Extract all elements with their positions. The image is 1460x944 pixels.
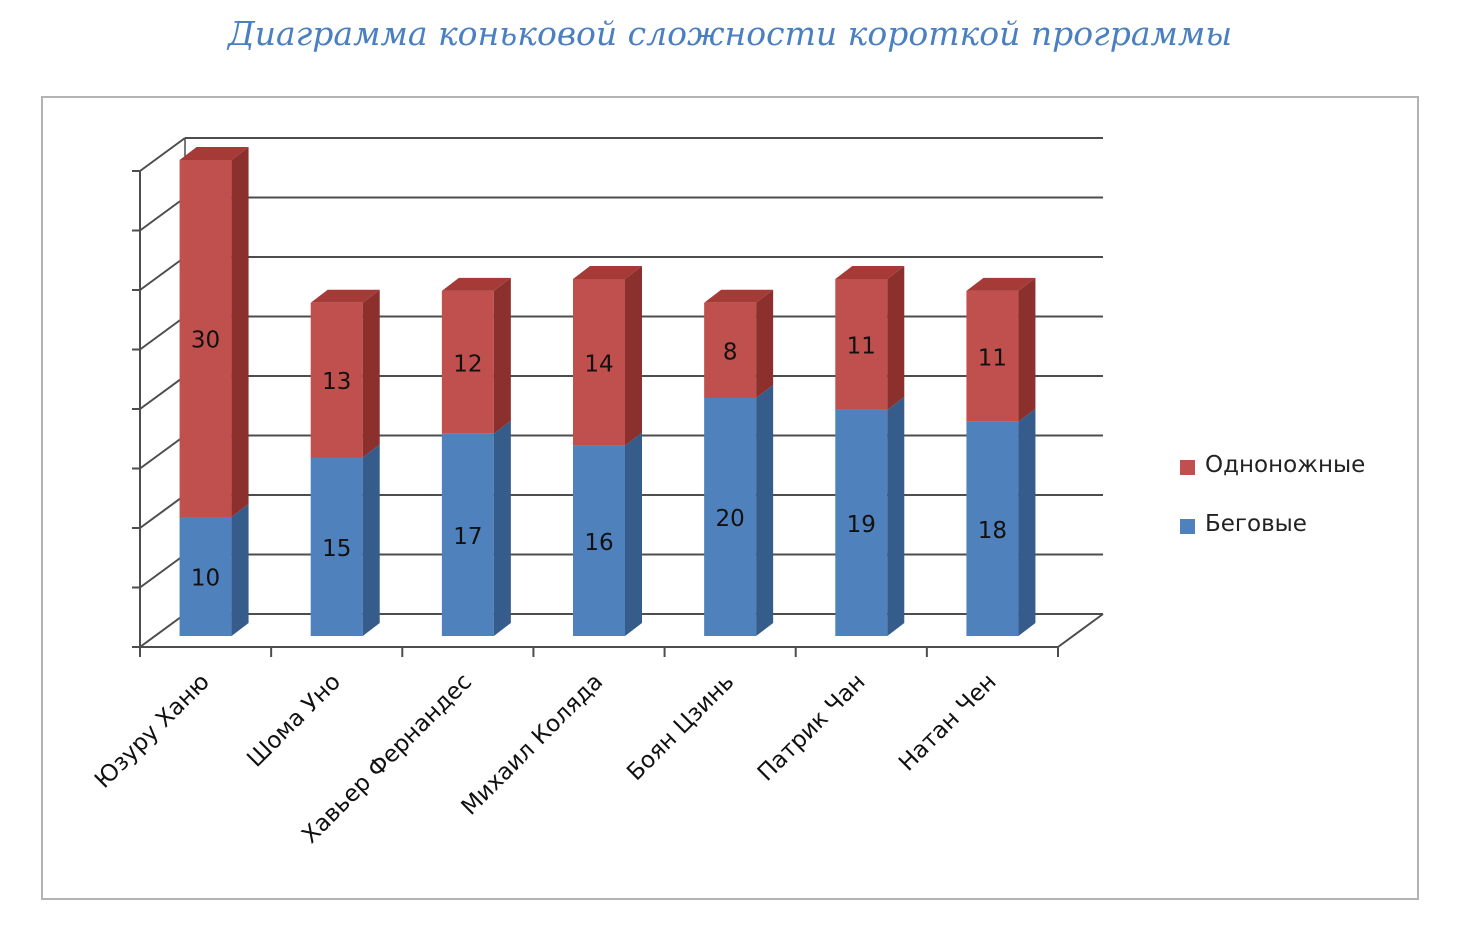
- category-label: Шома Уно: [242, 669, 346, 773]
- data-label: 12: [453, 351, 482, 377]
- data-label: 14: [584, 351, 613, 377]
- bar-side: [625, 266, 642, 446]
- data-label: 15: [322, 536, 351, 562]
- bar-segment: [441, 433, 494, 636]
- bars: 10 30 15 13 17 12 16 14 20 8 19 11 18 11: [179, 147, 1036, 636]
- data-label: 10: [191, 566, 220, 592]
- legend-item-odnonozhnye: Одноножные: [1180, 452, 1430, 484]
- bar-side: [362, 289, 380, 458]
- gridline-depth: [139, 553, 186, 589]
- bar-side: [625, 432, 642, 636]
- gridline-depth: [139, 375, 186, 410]
- bar-segment: [310, 457, 363, 636]
- data-label: 11: [847, 333, 876, 359]
- bar-top: [310, 289, 380, 303]
- gridline-depth: [139, 613, 186, 648]
- bar-side: [493, 277, 511, 434]
- bar-top: [966, 277, 1036, 291]
- data-label: 8: [723, 339, 738, 365]
- category-label: Патрик Чан: [753, 669, 871, 787]
- bar-side: [887, 266, 905, 410]
- data-label: 30: [191, 328, 220, 354]
- gridline-depth: [139, 434, 186, 470]
- gridline-depth: [139, 315, 186, 351]
- bar-side: [231, 147, 249, 517]
- bar-side: [1018, 408, 1036, 636]
- legend-label-begovye: Беговые: [1205, 511, 1307, 537]
- data-label: 13: [322, 369, 351, 395]
- data-label: 19: [847, 512, 876, 538]
- data-label: 16: [584, 530, 613, 556]
- bar-top: [573, 266, 642, 279]
- category-label: Михаил Коляда: [457, 669, 609, 821]
- bar-top: [835, 266, 905, 279]
- bar-segment: [704, 302, 757, 398]
- bar-side: [362, 444, 380, 636]
- gridline-depth: [139, 494, 186, 529]
- bar-side: [756, 289, 774, 398]
- data-label: 20: [716, 506, 745, 532]
- bar-segment: [573, 445, 625, 636]
- bar-segment: [573, 279, 625, 446]
- bar-segment: [179, 517, 232, 636]
- bar-side: [887, 396, 905, 636]
- legend-item-begovye: Беговые: [1180, 511, 1430, 543]
- legend-swatch-odnonozhnye: [1180, 460, 1195, 475]
- category-label: Натан Чен: [894, 669, 1002, 777]
- gridline-depth: [139, 196, 186, 232]
- bar-segment: [835, 409, 888, 636]
- data-label: 11: [978, 345, 1007, 371]
- data-label: 18: [978, 518, 1007, 544]
- chart-frame: [41, 96, 1419, 900]
- legend-label-odnonozhnye: Одноножные: [1205, 452, 1366, 478]
- bar-top: [179, 147, 249, 160]
- chart-title: Диаграмма коньковой сложности короткой п…: [227, 14, 1233, 53]
- category-label: Юзуру Ханю: [90, 669, 215, 794]
- bar-segment: [179, 160, 232, 517]
- gridline-depth: [139, 137, 186, 172]
- bar-segment: [441, 290, 494, 434]
- data-label: 17: [453, 524, 482, 550]
- bar-segment: [310, 302, 363, 458]
- bar-top: [704, 289, 774, 303]
- bar-side: [231, 504, 249, 636]
- bar-segment: [704, 398, 757, 636]
- floor-edge: [1057, 613, 1104, 648]
- legend-swatch-begovye: [1180, 519, 1195, 534]
- bar-side: [493, 420, 511, 636]
- bar-side: [756, 385, 774, 636]
- bar-segment: [966, 421, 1019, 636]
- bar-segment: [835, 279, 888, 410]
- category-label: Боян Цзинь: [622, 669, 739, 786]
- gridline-depth: [139, 256, 186, 291]
- bar-top: [441, 277, 511, 291]
- bar-side: [1018, 277, 1036, 422]
- bar-segment: [966, 290, 1019, 422]
